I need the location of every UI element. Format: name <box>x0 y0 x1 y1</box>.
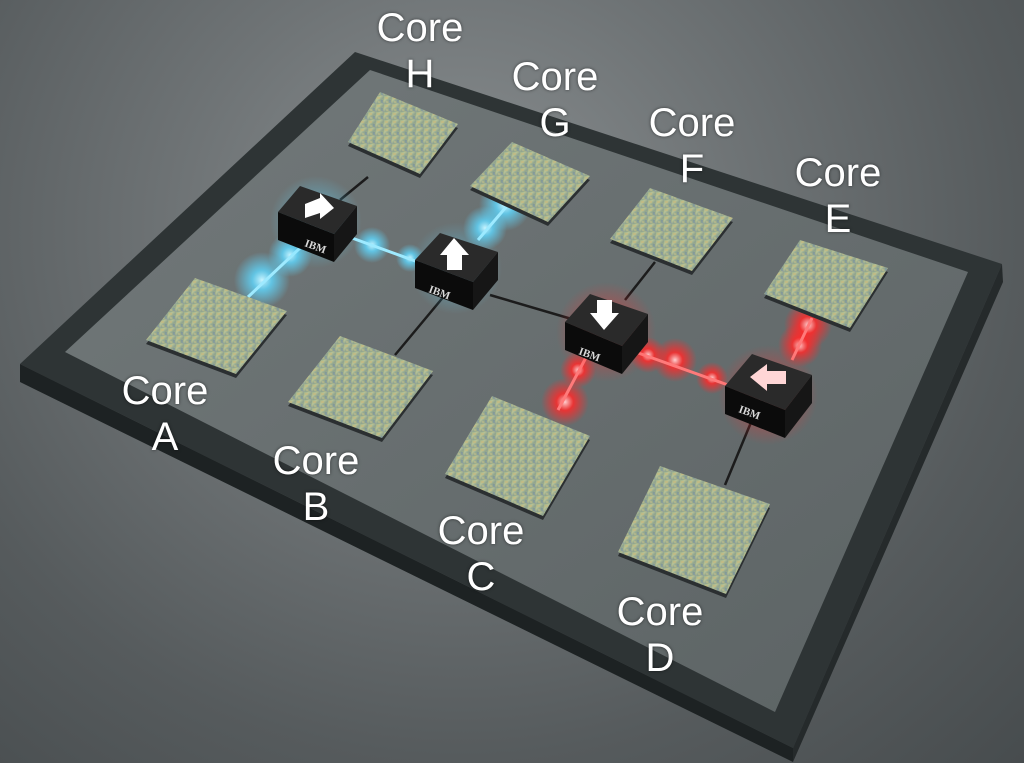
core-label-A: Core A <box>121 369 209 459</box>
core-label-F: Core F <box>648 101 736 191</box>
switch-s2: IBM <box>410 222 502 314</box>
core-chip-H <box>348 92 458 178</box>
core-label-C: Core C <box>437 509 525 599</box>
arrow-left-icon <box>750 364 786 391</box>
switch-s4: IBM <box>718 345 818 445</box>
core-chip-C <box>445 396 590 520</box>
core-label-E: Core E <box>794 151 882 241</box>
core-chip-E <box>764 240 888 332</box>
board-frame-side-right <box>793 264 1003 762</box>
core-label-B: Core B <box>272 439 360 529</box>
core-chip-B <box>288 336 433 442</box>
arrow-right-icon <box>305 193 334 219</box>
switch-s3: IBM <box>556 282 656 382</box>
arrow-up-icon <box>440 238 469 270</box>
core-label-H: Core H <box>376 6 464 96</box>
switch-s1: IBM <box>270 176 362 268</box>
core-label-G: Core G <box>511 55 599 145</box>
core-chip-D <box>618 466 770 598</box>
core-chip-G <box>470 142 590 226</box>
core-chip-A <box>146 278 287 378</box>
core-label-D: Core D <box>616 590 704 680</box>
board-frame-side <box>20 364 793 762</box>
arrow-down-icon <box>590 300 619 330</box>
core-chip-F <box>610 188 733 275</box>
